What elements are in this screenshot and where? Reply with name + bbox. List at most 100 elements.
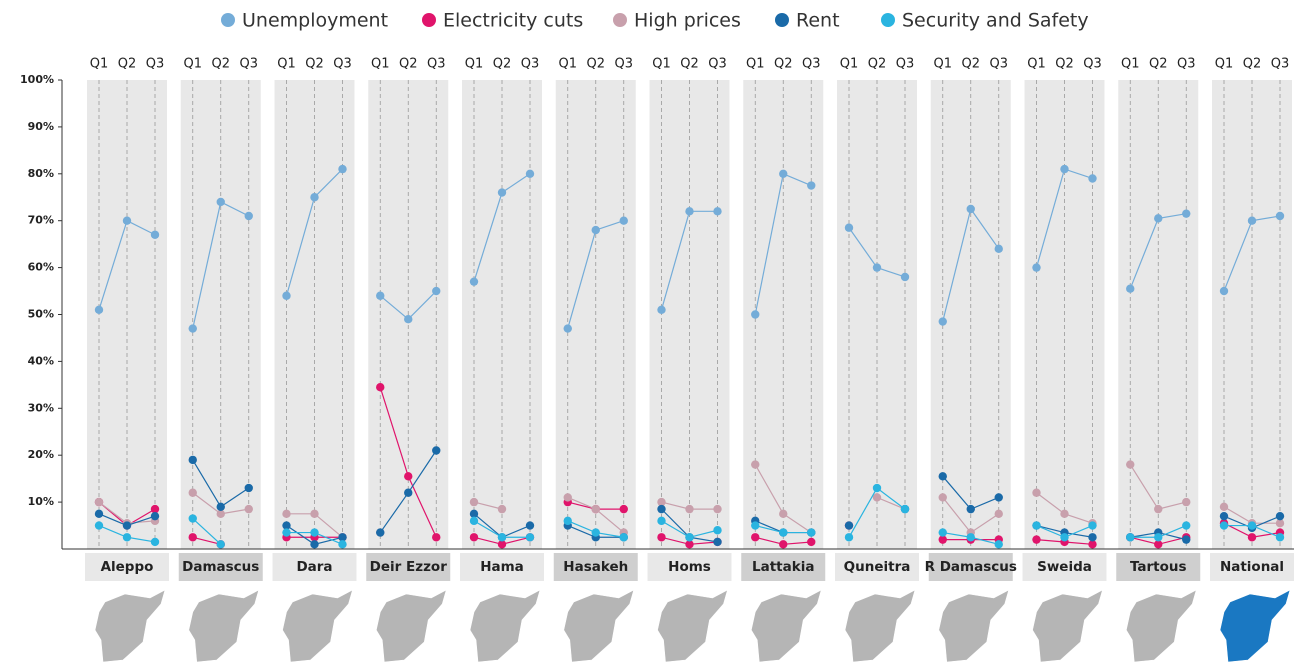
data-point — [1032, 535, 1041, 544]
data-point — [713, 207, 722, 216]
panel-title-box — [647, 553, 732, 581]
data-point — [1275, 511, 1285, 521]
legend-swatch — [221, 13, 235, 27]
data-point — [844, 533, 854, 542]
x-tick-label: Q1 — [277, 57, 296, 72]
data-point — [338, 533, 347, 542]
data-point — [938, 535, 947, 544]
data-point — [900, 272, 910, 282]
data-point — [1060, 533, 1069, 542]
panel-title: Hama — [480, 559, 524, 575]
series-line — [192, 536, 221, 545]
panel-title: Quneitra — [844, 559, 911, 575]
data-point — [844, 223, 854, 232]
data-point — [497, 188, 507, 197]
data-point — [216, 540, 225, 549]
x-tick-label: Q1 — [1215, 57, 1234, 72]
data-point — [994, 244, 1003, 254]
data-point — [1032, 263, 1041, 272]
map-silhouette — [1125, 589, 1197, 663]
data-point — [310, 540, 319, 549]
data-point — [1088, 521, 1097, 530]
data-point — [657, 533, 666, 542]
panel-title: Dara — [296, 559, 332, 575]
data-point — [1247, 533, 1257, 542]
data-point — [872, 493, 882, 502]
x-tick-label: Q1 — [933, 57, 952, 72]
data-point — [94, 521, 104, 530]
data-point — [994, 493, 1003, 502]
panel-title: Damascus — [182, 559, 259, 575]
panel-title: National — [1220, 559, 1284, 575]
panel-title: Homs — [668, 559, 711, 575]
data-point — [994, 509, 1003, 519]
data-point — [1182, 521, 1191, 530]
x-tick-label: Q3 — [989, 57, 1008, 72]
legend-label: Security and Safety — [902, 10, 1089, 32]
x-tick-label: Q2 — [305, 57, 324, 72]
data-point — [1219, 286, 1229, 296]
data-point — [338, 164, 347, 174]
data-point — [751, 521, 760, 530]
map-silhouette — [188, 589, 260, 663]
data-point — [469, 277, 479, 286]
data-point — [338, 540, 347, 549]
data-point — [94, 509, 104, 519]
x-tick-label: Q1 — [371, 57, 390, 72]
legend-swatch — [881, 13, 895, 27]
data-point — [150, 504, 160, 514]
x-tick-label: Q3 — [802, 57, 821, 72]
y-tick-label: 40% — [28, 354, 54, 367]
panel-title: R Damascus — [925, 559, 1017, 575]
data-point — [1219, 502, 1229, 511]
map-silhouette — [844, 589, 916, 663]
data-point — [657, 305, 666, 315]
data-point — [713, 504, 722, 514]
data-point — [966, 533, 975, 542]
x-tick-label: Q3 — [1177, 57, 1196, 72]
x-tick-label: Q1 — [558, 57, 577, 72]
data-point — [497, 504, 507, 514]
data-point — [1126, 284, 1135, 293]
y-tick-label: 70% — [28, 214, 54, 227]
x-tick-label: Q1 — [840, 57, 859, 72]
x-tick-label: Q3 — [896, 57, 915, 72]
y-tick-label: 90% — [28, 120, 54, 133]
data-point — [1154, 540, 1163, 549]
data-point — [807, 537, 816, 547]
legend-swatch — [422, 13, 436, 27]
data-point — [1219, 511, 1229, 521]
data-point — [713, 537, 722, 547]
data-point — [900, 504, 910, 514]
data-point — [1088, 540, 1097, 549]
data-point — [525, 169, 535, 178]
x-tick-label: Q3 — [239, 57, 258, 72]
data-point — [1154, 504, 1163, 514]
data-point — [216, 502, 225, 511]
x-tick-label: Q2 — [493, 57, 512, 72]
legend-swatch — [775, 13, 789, 27]
panel-title: Sweida — [1037, 559, 1092, 575]
data-point — [469, 516, 479, 526]
legend-label: Electricity cuts — [443, 10, 583, 32]
x-tick-label: Q3 — [708, 57, 727, 72]
panel-title-box — [928, 553, 1013, 581]
data-point — [1247, 521, 1257, 530]
panel-title-box — [178, 553, 263, 581]
x-tick-label: Q1 — [1027, 57, 1046, 72]
panel-title-box — [741, 553, 826, 581]
data-point — [244, 211, 253, 221]
data-point — [1060, 164, 1069, 174]
x-tick-label: Q1 — [652, 57, 671, 72]
data-point — [591, 528, 600, 537]
data-point — [779, 169, 788, 178]
data-point — [751, 533, 760, 542]
data-point — [779, 540, 788, 549]
data-point — [432, 286, 441, 296]
data-point — [1154, 214, 1163, 223]
data-point — [122, 533, 132, 542]
data-point — [685, 504, 694, 514]
data-point — [1182, 497, 1191, 507]
data-point — [844, 521, 854, 530]
